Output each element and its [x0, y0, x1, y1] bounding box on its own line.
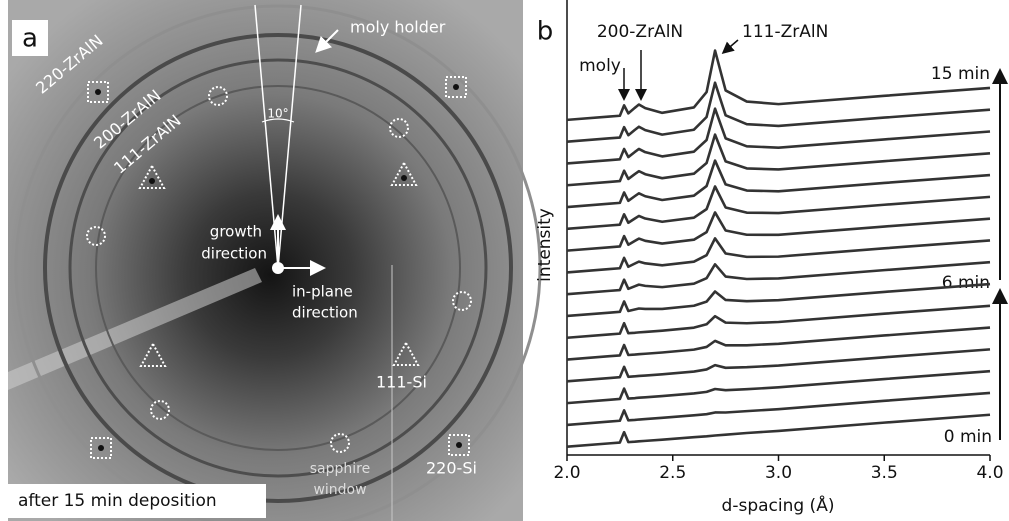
annotation: 6 min	[942, 273, 990, 293]
label: direction	[292, 304, 358, 322]
panel-letter: b	[537, 17, 554, 47]
annotation: 111-ZrAlN	[742, 22, 828, 42]
spectrum-line	[566, 159, 991, 209]
x-tick-label: 3.0	[765, 463, 792, 483]
spectrum-line	[566, 81, 991, 143]
caption: after 15 min deposition	[18, 491, 217, 511]
label: direction	[201, 245, 267, 263]
spectrum-line	[566, 326, 991, 361]
x-tick-label: 2.5	[659, 463, 686, 483]
annotation: 200-ZrAlN	[597, 22, 683, 42]
spectrum-line	[566, 304, 991, 340]
spectrum-line	[566, 260, 991, 296]
x-tick-label: 4.0	[976, 463, 1003, 483]
spectrum-line	[566, 369, 991, 405]
label: 111-Si	[376, 373, 427, 392]
spectrum-line	[566, 185, 991, 231]
annotation: 0 min	[944, 427, 992, 447]
x-axis-label: d-spacing (Å)	[722, 494, 835, 516]
spectrum-line	[566, 348, 991, 383]
spectrum-line	[566, 413, 991, 448]
x-tick-label: 2.0	[553, 463, 580, 483]
spectrum-line	[566, 49, 991, 122]
x-tick-label: 3.5	[871, 463, 898, 483]
spectrum-line	[566, 391, 991, 427]
y-axis-label: intensity	[535, 208, 555, 282]
label: sapphire	[310, 461, 370, 477]
spectrum-line	[566, 107, 991, 165]
label: window	[313, 482, 366, 498]
label: moly holder	[350, 18, 446, 37]
spectrum-line	[566, 133, 991, 187]
spectrum-line	[566, 282, 991, 318]
spectrum-line	[566, 237, 991, 274]
spectrum-line	[566, 211, 991, 252]
label: growth	[210, 223, 262, 241]
label: in-plane	[292, 283, 353, 301]
diffraction-image	[8, 0, 542, 521]
annotation: moly	[579, 56, 621, 76]
label: 220-Si	[426, 459, 477, 478]
panel-letter: a	[22, 24, 38, 54]
annotation: 15 min	[931, 64, 990, 84]
label: 10°	[267, 107, 288, 121]
